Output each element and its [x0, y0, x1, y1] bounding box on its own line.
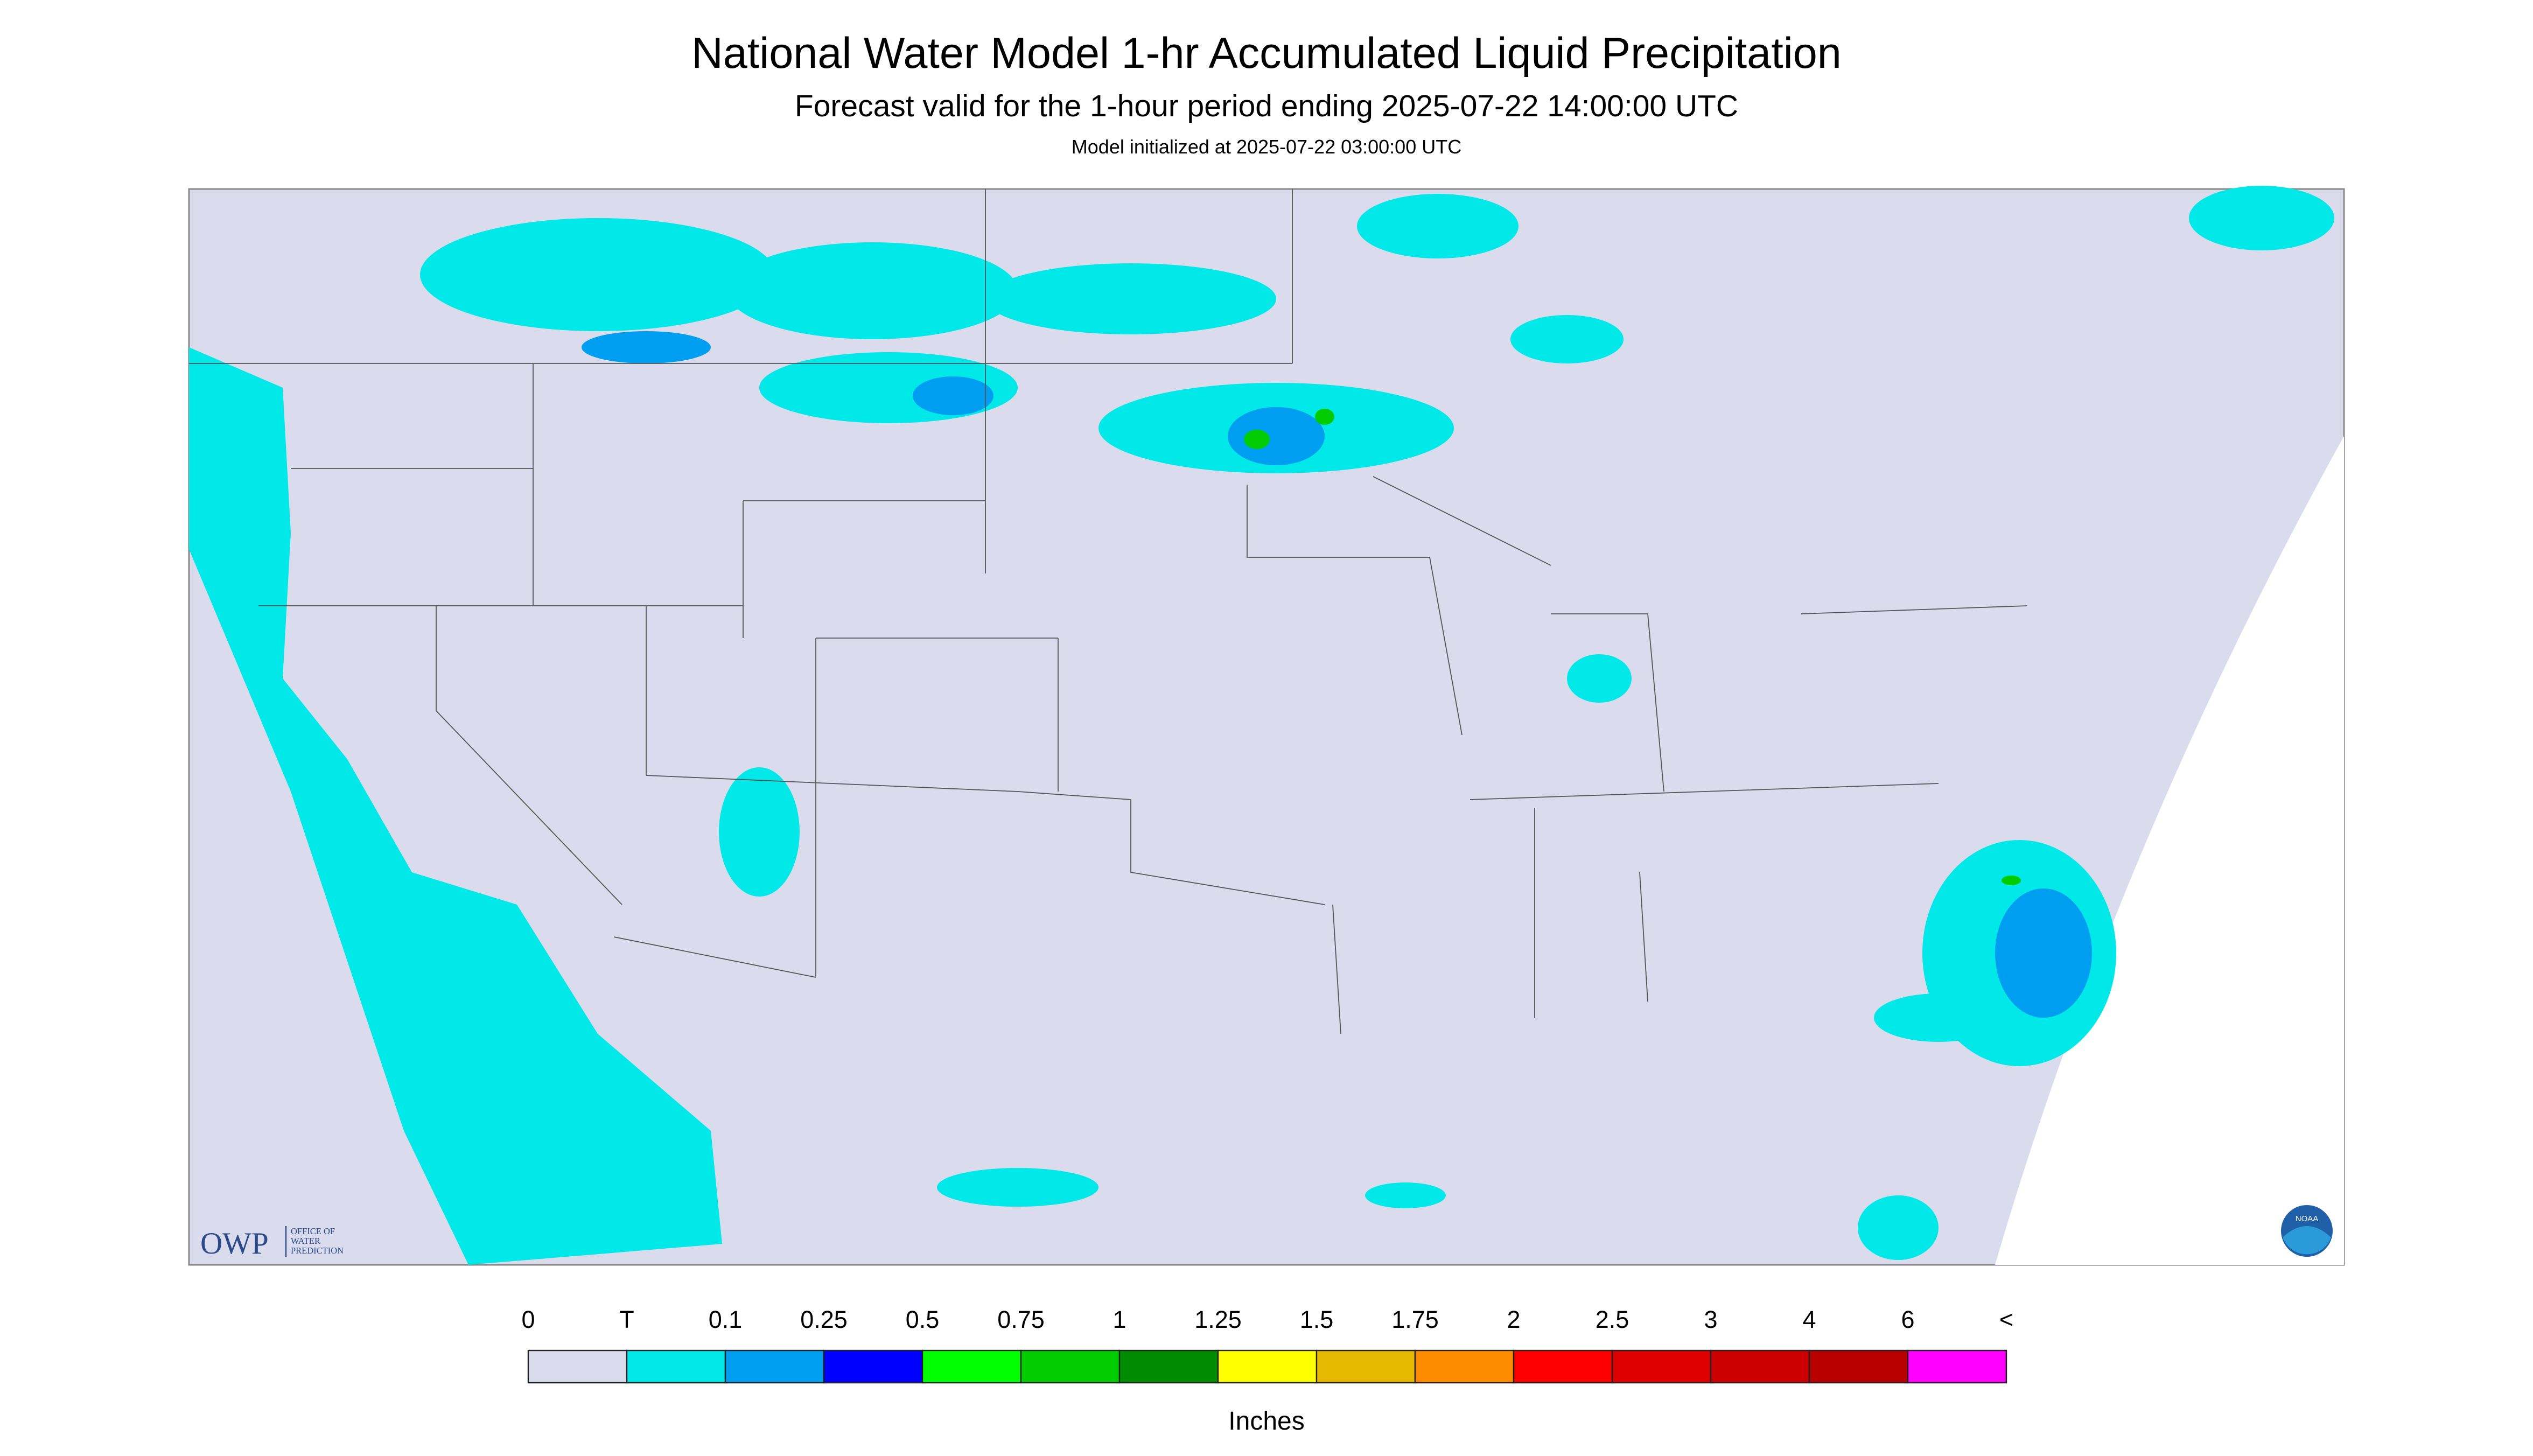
legend-swatch [1907, 1349, 2007, 1384]
title: National Water Model 1-hr Accumulated Li… [691, 29, 1842, 78]
legend-swatch [1513, 1349, 1613, 1384]
noaa-text: NOAA [2296, 1214, 2319, 1223]
legend-label: 0.75 [997, 1306, 1045, 1333]
precip-areas [420, 186, 2334, 1261]
legend-label: 0.5 [906, 1306, 940, 1333]
legend-label: 4 [1802, 1306, 1816, 1333]
owp-line: PREDICTION [291, 1245, 344, 1256]
legend-label: 0 [521, 1306, 535, 1333]
owp-line: WATER [291, 1236, 320, 1246]
legend-swatch [1316, 1349, 1416, 1384]
owp-logo-text: OWP [200, 1227, 269, 1261]
legend-swatch [724, 1349, 825, 1384]
legend-label: 0.25 [800, 1306, 848, 1333]
map [188, 186, 2345, 1266]
legend-swatch [1217, 1349, 1318, 1384]
legend-label: 1.5 [1300, 1306, 1334, 1333]
legend-units: Inches [1228, 1407, 1304, 1436]
legend-label: 0.1 [709, 1306, 743, 1333]
legend-swatch [1118, 1349, 1219, 1384]
owp-line: OFFICE OF [291, 1226, 335, 1236]
legend-swatch [527, 1349, 628, 1384]
legend-swatch [823, 1349, 923, 1384]
owp-logo: OWP OFFICE OF WATER PREDICTION [200, 1226, 344, 1261]
legend-swatch [921, 1349, 1022, 1384]
subtitle: Forecast valid for the 1-hour period end… [795, 89, 1738, 123]
legend-label: 1 [1112, 1306, 1126, 1333]
legend-label: 6 [1901, 1306, 1914, 1333]
legend-label: 2.5 [1596, 1306, 1629, 1333]
legend-label: 1.75 [1391, 1306, 1439, 1333]
legend-label: 3 [1704, 1306, 1717, 1333]
precip-areas-heavier [582, 331, 2092, 1018]
legend-label: 2 [1507, 1306, 1520, 1333]
legend-swatch [1710, 1349, 1810, 1384]
precip-areas-peak [1244, 409, 2021, 886]
legend: 0 T 0.1 0.25 0.5 0.75 1 1.25 1.5 1.75 2 2.5 3 4 6 < [521, 1306, 2013, 1384]
projection-edge [1995, 436, 2344, 1265]
legend-swatch [1808, 1349, 1909, 1384]
legend-swatch [626, 1349, 726, 1384]
legend-label: < [1999, 1306, 2013, 1333]
legend-label: T [619, 1306, 634, 1333]
boundaries [189, 189, 2028, 1034]
noaa-logo: NOAA [2281, 1205, 2333, 1257]
legend-swatch [1414, 1349, 1515, 1384]
legend-swatch [1020, 1349, 1121, 1384]
legend-swatch [1611, 1349, 1712, 1384]
pacific-precip [189, 347, 722, 1265]
noaa-wave [2283, 1226, 2331, 1255]
init-note: Model initialized at 2025-07-22 03:00:00… [1072, 136, 1461, 158]
legend-label: 1.25 [1194, 1306, 1242, 1333]
